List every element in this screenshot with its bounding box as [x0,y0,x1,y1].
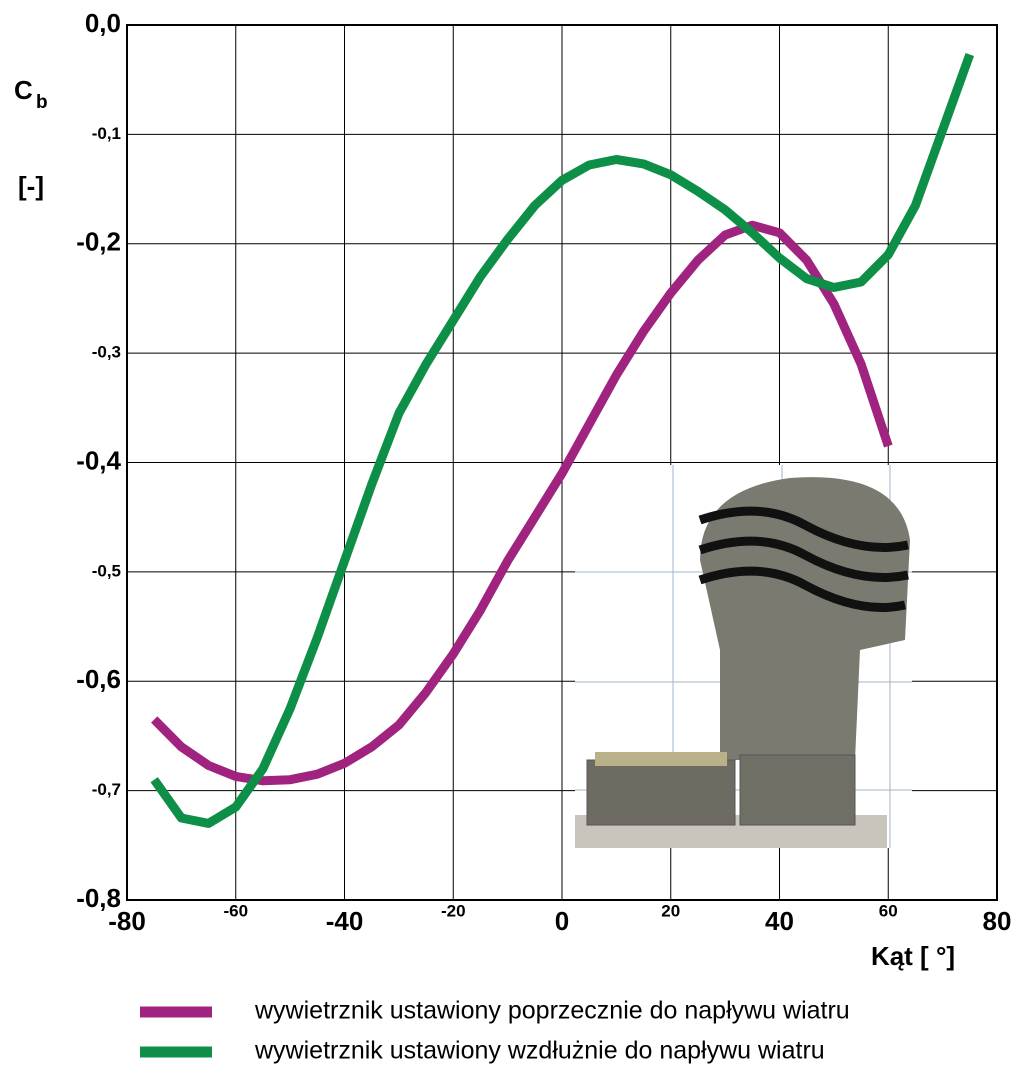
x-tick-label: 20 [661,901,680,920]
y-tick-label: -0,5 [92,561,121,580]
y-tick-label: -0,3 [92,343,121,362]
photo-inset [575,465,912,848]
y-unit: [-] [18,171,44,201]
x-tick-label: -80 [108,906,146,936]
x-tick-label: 0 [555,906,569,936]
y-tick-label: -0,4 [76,445,121,475]
series-line [150,52,975,828]
x-tick-label: 40 [765,906,794,936]
y-tick-label: -0,2 [76,227,121,257]
y-tick-label: -0,1 [92,124,121,143]
x-label: Kąt [ °] [871,941,955,971]
y-tick-label: -0,8 [76,883,121,913]
x-tick-label: -20 [441,901,466,920]
y-tick-label: -0,7 [92,780,121,799]
x-tick-label: -40 [326,906,364,936]
x-tick-label: 80 [983,906,1012,936]
x-tick-label: -60 [223,901,248,920]
x-tick-label: 60 [879,901,898,920]
legend-label: wywietrznik ustawiony wzdłużnie do napły… [254,1037,825,1065]
series-line [151,220,893,786]
y-tick-label: -0,6 [76,664,121,694]
y-tick-label: 0,0 [85,8,121,38]
legend-label: wywietrznik ustawiony poprzecznie do nap… [254,997,850,1025]
y-label-sub: b [36,92,48,113]
y-label: C [14,75,33,105]
